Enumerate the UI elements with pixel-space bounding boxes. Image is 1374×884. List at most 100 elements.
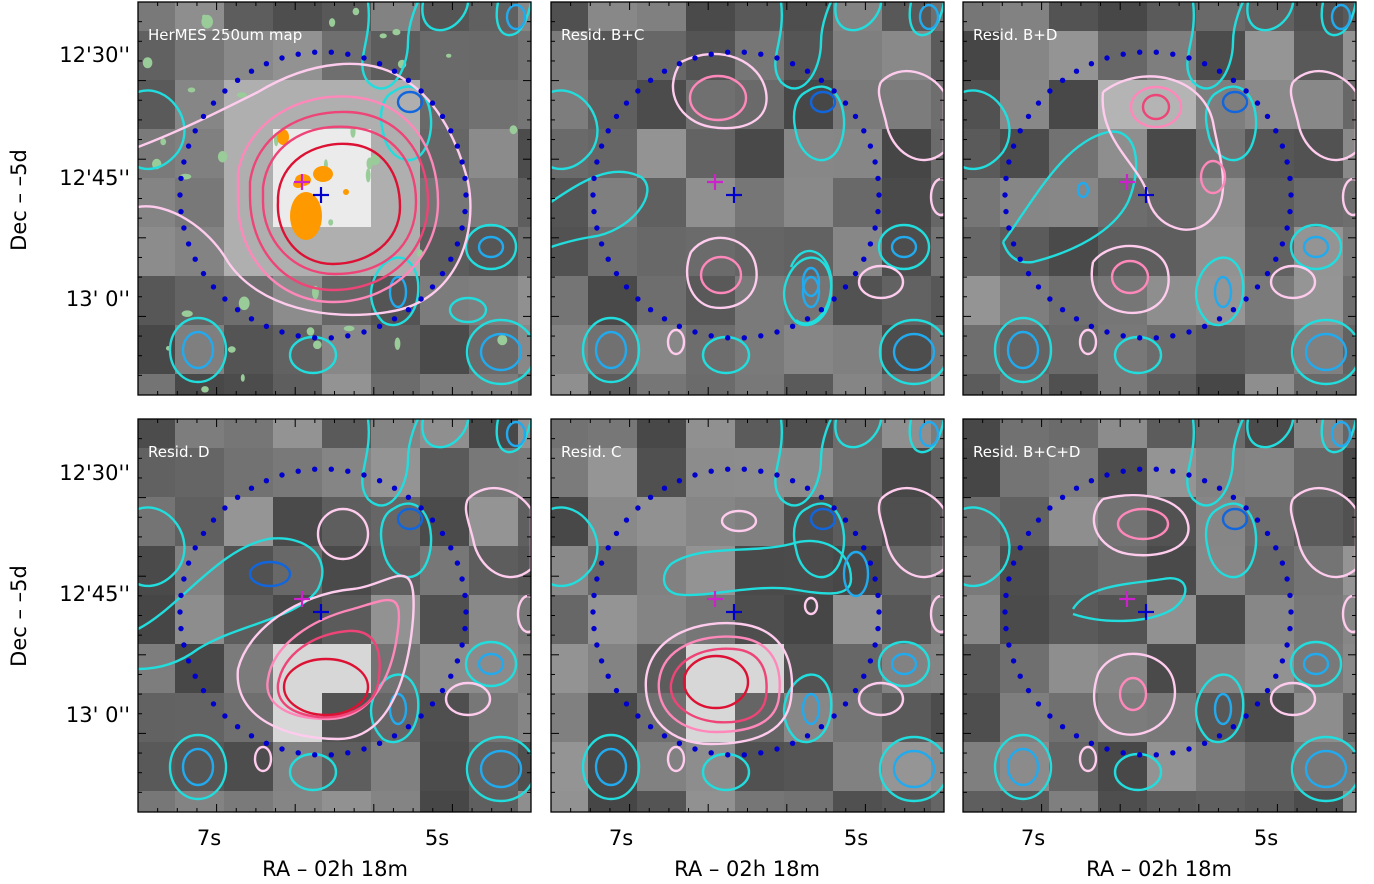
aperture-dot bbox=[263, 323, 270, 329]
map-pixel bbox=[1245, 742, 1294, 791]
map-pixel bbox=[224, 419, 273, 448]
aperture-dot bbox=[1254, 284, 1261, 290]
aperture-dot bbox=[867, 560, 874, 566]
map-pixel bbox=[469, 448, 518, 497]
aperture-dot bbox=[1216, 316, 1223, 322]
aperture-dot bbox=[852, 270, 859, 277]
aperture-dot bbox=[708, 468, 714, 474]
aperture-dot bbox=[647, 494, 654, 500]
map-pixel bbox=[224, 448, 273, 497]
aperture-dot bbox=[831, 713, 837, 719]
aperture-dot bbox=[635, 88, 641, 94]
contour-line bbox=[1302, 235, 1330, 259]
contour-line bbox=[248, 110, 430, 292]
aperture-dot bbox=[405, 724, 412, 730]
aperture-dot bbox=[405, 307, 412, 313]
contour-line bbox=[1289, 640, 1343, 688]
map-pixel bbox=[588, 546, 637, 595]
map-pixel bbox=[1343, 693, 1356, 742]
contour-line bbox=[1289, 486, 1356, 579]
aperture-dot bbox=[429, 284, 436, 290]
map-pixel bbox=[963, 227, 1000, 276]
map-pixel bbox=[588, 129, 637, 178]
map-pixel bbox=[931, 693, 944, 742]
contour-line bbox=[720, 509, 758, 533]
aperture-dot bbox=[200, 687, 207, 694]
map-pixel bbox=[1294, 31, 1343, 80]
aperture-dot bbox=[875, 625, 881, 632]
x-tick-label-col2-7s: 7s bbox=[609, 826, 633, 850]
map-pixel bbox=[637, 742, 686, 791]
map-pixel bbox=[1049, 448, 1098, 497]
aperture-dot bbox=[594, 576, 600, 582]
map-pixel bbox=[224, 693, 273, 742]
map-pixel bbox=[322, 644, 371, 693]
map-pixel bbox=[784, 791, 833, 812]
aperture-dot bbox=[598, 143, 605, 149]
map-pixel bbox=[882, 497, 931, 546]
map-pixel bbox=[833, 595, 882, 644]
aperture-dot bbox=[1047, 88, 1053, 94]
map-pixel bbox=[686, 419, 735, 448]
contour-line bbox=[1269, 264, 1317, 300]
aperture-dot bbox=[1284, 642, 1290, 648]
aperture-dot bbox=[1254, 701, 1261, 707]
y-tick-label-bottom-3: 13' 0'' bbox=[66, 703, 130, 727]
green-blob bbox=[446, 53, 452, 58]
panel-bd: Resid. B+D bbox=[962, 1, 1357, 396]
aperture-dot bbox=[591, 208, 597, 215]
map-pixel bbox=[963, 80, 1000, 129]
aperture-dot bbox=[613, 270, 620, 277]
aperture-dot bbox=[328, 752, 334, 758]
map-pixel bbox=[735, 2, 784, 31]
y-tick-label-bottom-2: 12'45'' bbox=[59, 582, 130, 606]
aperture-dot bbox=[647, 724, 654, 730]
panel-title: Resid. B+C+D bbox=[973, 443, 1080, 461]
map-pixel bbox=[833, 791, 882, 812]
map-pixel bbox=[1245, 374, 1294, 395]
contour-line bbox=[908, 419, 944, 454]
aperture-dot bbox=[676, 478, 683, 484]
aperture-dot bbox=[295, 468, 301, 474]
aperture-dot bbox=[1047, 296, 1053, 302]
aperture-dot bbox=[222, 505, 228, 511]
map-pixel bbox=[175, 448, 224, 497]
map-pixel bbox=[518, 742, 531, 791]
aperture-dot bbox=[647, 307, 654, 313]
contour-line bbox=[138, 506, 186, 588]
aperture-dot bbox=[741, 752, 747, 758]
map-pixel bbox=[1049, 742, 1098, 791]
map-pixel bbox=[833, 31, 882, 80]
aperture-dot bbox=[591, 625, 597, 632]
contour-line bbox=[890, 235, 918, 259]
map-pixel bbox=[175, 595, 224, 644]
aperture-dot bbox=[741, 49, 747, 55]
map-pixel bbox=[882, 374, 931, 395]
contour-line bbox=[1186, 2, 1245, 90]
map-pixel bbox=[420, 227, 469, 276]
aperture-dot bbox=[1010, 560, 1017, 566]
map-pixel bbox=[1294, 276, 1343, 325]
contour-line bbox=[464, 640, 518, 688]
aperture-dot bbox=[454, 658, 461, 664]
map-pixel bbox=[637, 129, 686, 178]
map-pixel bbox=[138, 546, 175, 595]
aperture-dot bbox=[312, 335, 318, 341]
aperture-dot bbox=[613, 687, 620, 694]
map-pixel bbox=[931, 497, 944, 546]
contour-line bbox=[892, 749, 936, 789]
contour-line bbox=[369, 256, 420, 327]
contour-line bbox=[1006, 330, 1040, 370]
map-pixel bbox=[224, 791, 273, 812]
map-pixel bbox=[686, 644, 735, 693]
aperture-dot bbox=[405, 77, 412, 84]
aperture-dot bbox=[1264, 113, 1271, 120]
aperture-dot bbox=[200, 113, 207, 120]
contour-line bbox=[1246, 2, 1295, 32]
aperture-dot bbox=[210, 517, 217, 523]
map-pixel bbox=[1147, 129, 1196, 178]
contour-line bbox=[878, 735, 944, 803]
green-blob bbox=[370, 154, 380, 166]
orange-blob bbox=[343, 189, 349, 195]
